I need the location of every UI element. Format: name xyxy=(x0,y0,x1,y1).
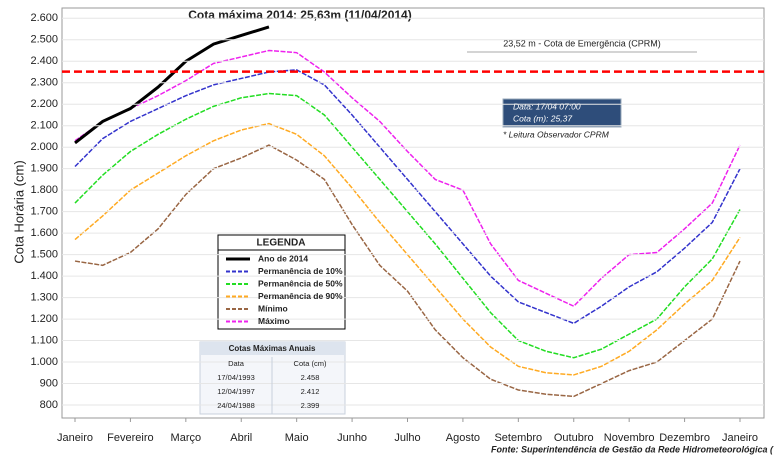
x-tick-label: Janeiro xyxy=(57,432,93,444)
x-tick-label: Dezembro xyxy=(659,432,710,444)
table-cell: 24/04/1988 xyxy=(217,401,255,410)
source: Fonte: Superintendência de Gestão da Red… xyxy=(491,444,774,454)
legend-label: Permanência de 90% xyxy=(258,291,343,301)
y-tick-label: 1.200 xyxy=(30,313,58,325)
emergency-label: 23,52 m - Cota de Emergência (CPRM) xyxy=(503,38,661,48)
y-tick-label: 2.500 xyxy=(30,34,58,46)
table-cell: 12/04/1997 xyxy=(217,387,255,396)
x-tick-label: Janeiro xyxy=(722,432,758,444)
legend-box xyxy=(217,234,346,330)
table-head xyxy=(200,342,345,355)
series-line xyxy=(74,144,741,398)
table-cell: 2.412 xyxy=(301,387,320,396)
x-tick-label: Novembro xyxy=(604,432,655,444)
y-tick-label: 1.900 xyxy=(30,163,58,175)
legend-label: Permanência de 50% xyxy=(258,278,343,288)
table-cell: 2.458 xyxy=(301,373,320,382)
legend-label: Ano de 2014 xyxy=(258,253,308,263)
y-tick-label: 2.100 xyxy=(30,120,58,132)
y-tick-label: 1.600 xyxy=(30,227,58,239)
y-tick-label: 1.400 xyxy=(30,270,58,282)
x-tick-label: Abril xyxy=(230,432,252,444)
series-line xyxy=(74,25,270,145)
callout-box xyxy=(502,98,622,128)
callout-line: Cota (m): 25,37 xyxy=(513,113,572,123)
x-tick-label: Fevereiro xyxy=(107,432,153,444)
legend-label: Máximo xyxy=(258,316,290,326)
table-cell: 17/04/1993 xyxy=(217,373,255,382)
series-line xyxy=(74,69,741,325)
table-header: Data xyxy=(228,359,245,368)
x-tick-label: Março xyxy=(171,432,202,444)
y-tick-label: 2.400 xyxy=(30,55,58,67)
x-tick-label: Agosto xyxy=(446,432,480,444)
table-title: Cotas Máximas Anuais xyxy=(229,344,316,353)
legend-label: Permanência de 10% xyxy=(258,266,343,276)
y-tick-label: 2.200 xyxy=(30,98,58,110)
y-tick-label: 1.300 xyxy=(30,291,58,303)
x-tick-label: Setembro xyxy=(494,432,542,444)
y-tick-label: 1.800 xyxy=(30,184,58,196)
y-tick-label: 2.000 xyxy=(30,141,58,153)
table-header: Cota (cm) xyxy=(294,359,327,368)
y-tick-label: 2.300 xyxy=(30,77,58,89)
y-tick-label: 1.100 xyxy=(30,334,58,346)
y-tick-label: 900 xyxy=(40,377,58,389)
y-axis-label: Cota Horária (cm) xyxy=(11,160,26,263)
callout-note: * Leitura Observador CPRM xyxy=(503,129,610,139)
x-tick-label: Outubro xyxy=(554,432,594,444)
callout-line: Data: 17/04 07:00 xyxy=(513,101,581,111)
y-tick-label: 800 xyxy=(40,399,58,411)
y-tick-label: 1.000 xyxy=(30,356,58,368)
x-tick-label: Maio xyxy=(285,432,309,444)
table-cell: 2.399 xyxy=(301,401,320,410)
plot-frame xyxy=(61,7,765,419)
legend-label: Mínimo xyxy=(258,303,288,313)
y-tick-label: 1.700 xyxy=(30,206,58,218)
legend-title: LEGENDA xyxy=(257,238,306,249)
y-tick-label: 2.600 xyxy=(30,12,58,24)
y-tick-label: 1.500 xyxy=(30,249,58,261)
x-tick-label: Julho xyxy=(394,432,420,444)
chart-title: Cota máxima 2014: 25,63m (11/04/2014) xyxy=(188,8,411,22)
x-tick-label: Junho xyxy=(337,432,367,444)
